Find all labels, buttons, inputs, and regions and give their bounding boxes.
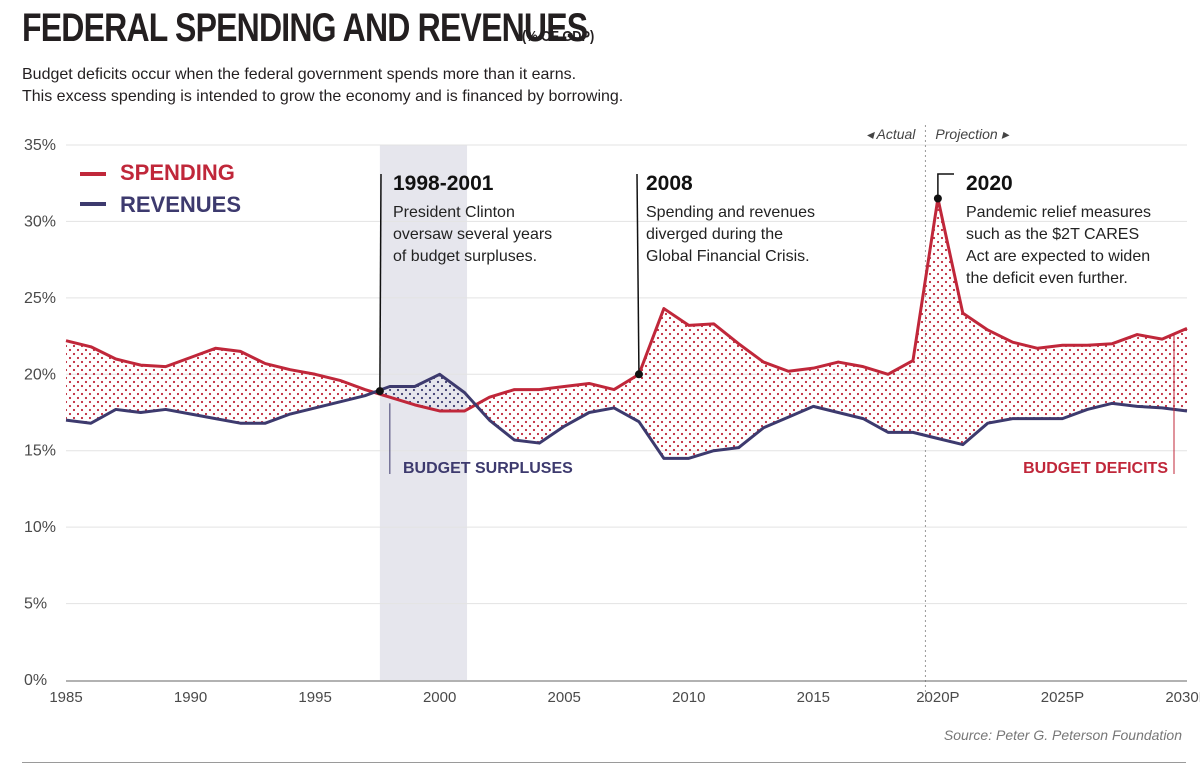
spending-line	[65, 197, 1188, 413]
x-tick-label: 1995	[298, 689, 331, 706]
x-tick-label: 1990	[174, 689, 207, 706]
surplus-area-label: BUDGET SURPLUSES	[403, 460, 573, 477]
annotation-title: 2008	[646, 172, 693, 195]
x-tick-label: 2005	[548, 689, 581, 706]
annotation-marker	[634, 370, 643, 379]
subtitle-line-2: This excess spending is intended to grow…	[22, 88, 624, 105]
projection-label: Projection ▸	[935, 126, 1009, 142]
deficit-area	[863, 366, 889, 433]
annotation-text-line: diverged during the	[646, 226, 783, 243]
annotation-title: 1998-2001	[393, 172, 494, 195]
deficit-area	[240, 351, 266, 424]
deficit-area	[1062, 345, 1088, 419]
annotation-marker	[933, 194, 942, 203]
x-tick-label: 2025P	[1041, 689, 1084, 706]
deficit-area	[763, 362, 789, 428]
annotation-leader	[937, 173, 954, 199]
annotation-text-line: Spending and revenues	[646, 204, 815, 221]
annotation-leader	[379, 173, 382, 392]
deficit-area	[215, 348, 241, 424]
bottom-divider	[22, 762, 1186, 763]
deficit-area-label: BUDGET DEFICITS	[1023, 460, 1168, 477]
actual-label: ◂ Actual	[866, 126, 916, 142]
annotation-text-line: Act are expected to widen	[966, 248, 1150, 265]
chart-title: FEDERAL SPENDING AND REVENUES	[22, 6, 588, 50]
deficit-area	[937, 198, 963, 445]
source-note: Source: Peter G. Peterson Foundation	[943, 727, 1182, 743]
deficit-area	[265, 363, 291, 424]
deficit-area	[1037, 345, 1063, 419]
y-tick-label: 30%	[24, 213, 56, 230]
deficit-area	[90, 346, 116, 424]
x-tick-label: 2000	[423, 689, 456, 706]
annotation-text-line: President Clinton	[393, 204, 515, 221]
deficit-area	[489, 389, 515, 441]
deficit-area	[688, 323, 714, 459]
subtitle-line-1: Budget deficits occur when the federal g…	[22, 66, 577, 83]
deficit-area	[838, 362, 864, 419]
annotation-leader	[636, 173, 640, 375]
annotation-text-line: Global Financial Crisis.	[646, 248, 810, 265]
x-tick-label: 1985	[49, 689, 82, 706]
deficit-area	[66, 340, 91, 424]
chart-title-unit: (% OF GDP)	[522, 28, 595, 45]
deficit-area	[514, 389, 540, 444]
deficit-area	[315, 374, 341, 408]
surplus-area	[389, 386, 415, 405]
annotation-title: 2020	[966, 172, 1013, 195]
y-tick-label: 5%	[24, 596, 47, 613]
deficit-area	[589, 383, 615, 413]
annotation-text-line: of budget surpluses.	[393, 248, 537, 265]
deficit-area	[713, 323, 739, 451]
x-tick-label: 2015	[797, 689, 830, 706]
deficit-area	[738, 343, 764, 448]
chart-title-row: FEDERAL SPENDING AND REVENUES	[22, 6, 729, 51]
deficit-area	[115, 359, 141, 413]
legend-label-spending: SPENDING	[120, 160, 235, 185]
deficit-area	[663, 308, 689, 459]
deficit-area	[165, 357, 191, 415]
deficit-area	[140, 365, 166, 413]
annotation-marker	[375, 387, 384, 396]
annotation-text-line: oversaw several years	[393, 226, 552, 243]
revenues-line	[65, 372, 1188, 460]
x-tick-label: 2010	[672, 689, 705, 706]
annotation-text-line: the deficit even further.	[966, 270, 1128, 287]
deficit-area	[888, 360, 913, 433]
y-tick-label: 35%	[24, 137, 56, 154]
deficit-area	[638, 308, 664, 459]
deficit-area	[1162, 328, 1187, 411]
y-tick-label: 0%	[24, 672, 47, 689]
deficit-area	[190, 348, 216, 419]
y-tick-label: 25%	[24, 290, 56, 307]
deficit-area	[1012, 342, 1038, 419]
x-tick-label: 2020P	[916, 689, 959, 706]
deficit-area	[987, 329, 1013, 424]
legend-label-revenues: REVENUES	[120, 192, 241, 217]
x-tick-label: 2030P	[1165, 689, 1200, 706]
y-tick-label: 20%	[24, 366, 56, 383]
annotation-text-line: Pandemic relief measures	[966, 204, 1151, 221]
surplus-period-shade	[379, 145, 468, 680]
deficit-area	[1087, 343, 1113, 410]
deficit-area	[788, 368, 814, 418]
annotation-text-line: such as the $2T CARES	[966, 226, 1139, 243]
deficit-area	[290, 369, 316, 415]
chart-subtitle: Budget deficits occur when the federal g…	[22, 64, 623, 108]
y-tick-label: 15%	[24, 443, 56, 460]
surplus-area	[439, 374, 465, 411]
deficit-area	[1137, 334, 1163, 408]
deficit-area	[813, 362, 839, 413]
deficit-area	[1112, 334, 1138, 407]
deficit-area	[962, 313, 988, 445]
y-tick-label: 10%	[24, 519, 56, 536]
deficit-area	[912, 198, 938, 439]
